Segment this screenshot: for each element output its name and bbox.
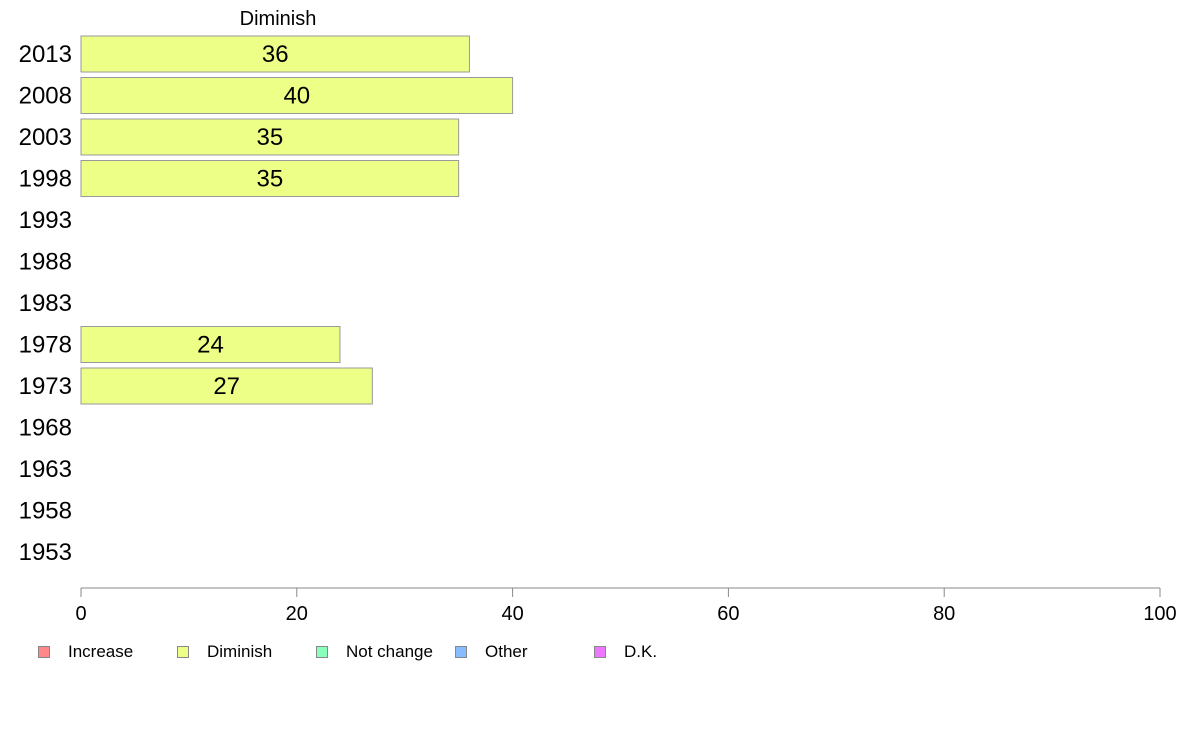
legend-item-dk: D.K. <box>594 642 657 662</box>
bar-value-label: 35 <box>256 166 283 193</box>
bar <box>80 367 373 405</box>
category-label: 1978 <box>19 332 72 359</box>
category-label: 1968 <box>19 415 72 442</box>
legend-label: Increase <box>68 642 134 661</box>
bar-value-label: 27 <box>213 373 240 400</box>
bar-value-label: 24 <box>197 332 224 359</box>
x-tick-label: 40 <box>501 603 523 625</box>
bar <box>80 160 460 197</box>
category-label: 2003 <box>19 124 72 151</box>
legend-swatch-increase <box>38 646 50 658</box>
bar <box>80 35 470 73</box>
bar-value-label: 35 <box>256 124 283 151</box>
category-label: 1993 <box>19 207 72 234</box>
legend: Increase Diminish Not change Other D.K. <box>38 642 738 664</box>
bar-value-label: 40 <box>283 83 310 110</box>
x-tick-label: 0 <box>75 603 86 625</box>
category-label: 2008 <box>19 83 72 110</box>
category-label: 2013 <box>19 41 72 68</box>
legend-swatch-other <box>455 646 467 658</box>
legend-label: Other <box>485 642 528 661</box>
x-tick-label: 20 <box>286 603 308 625</box>
legend-item-increase: Increase <box>38 642 133 662</box>
category-label: 1963 <box>19 456 72 483</box>
category-label: 1958 <box>19 498 72 525</box>
legend-item-not-change: Not change <box>316 642 433 662</box>
chart-title: Diminish <box>240 8 317 30</box>
category-label: 1988 <box>19 249 72 276</box>
bar <box>80 326 341 363</box>
legend-item-diminish: Diminish <box>177 642 272 662</box>
category-label: 1998 <box>19 166 72 193</box>
bar <box>80 77 514 114</box>
category-label: 1953 <box>19 539 72 566</box>
category-label: 1983 <box>19 290 72 317</box>
legend-label: Diminish <box>207 642 273 661</box>
legend-swatch-diminish <box>177 646 189 658</box>
x-tick-label: 60 <box>717 603 739 625</box>
legend-item-other: Other <box>455 642 528 662</box>
x-tick-label: 100 <box>1143 603 1176 625</box>
legend-swatch-not-change <box>316 646 328 658</box>
bar-value-label: 36 <box>262 41 289 68</box>
legend-label: D.K. <box>624 642 658 661</box>
bar <box>80 118 460 156</box>
legend-swatch-dk <box>594 646 606 658</box>
category-label: 1973 <box>19 373 72 400</box>
legend-label: Not change <box>346 642 433 661</box>
x-tick-label: 80 <box>933 603 955 625</box>
